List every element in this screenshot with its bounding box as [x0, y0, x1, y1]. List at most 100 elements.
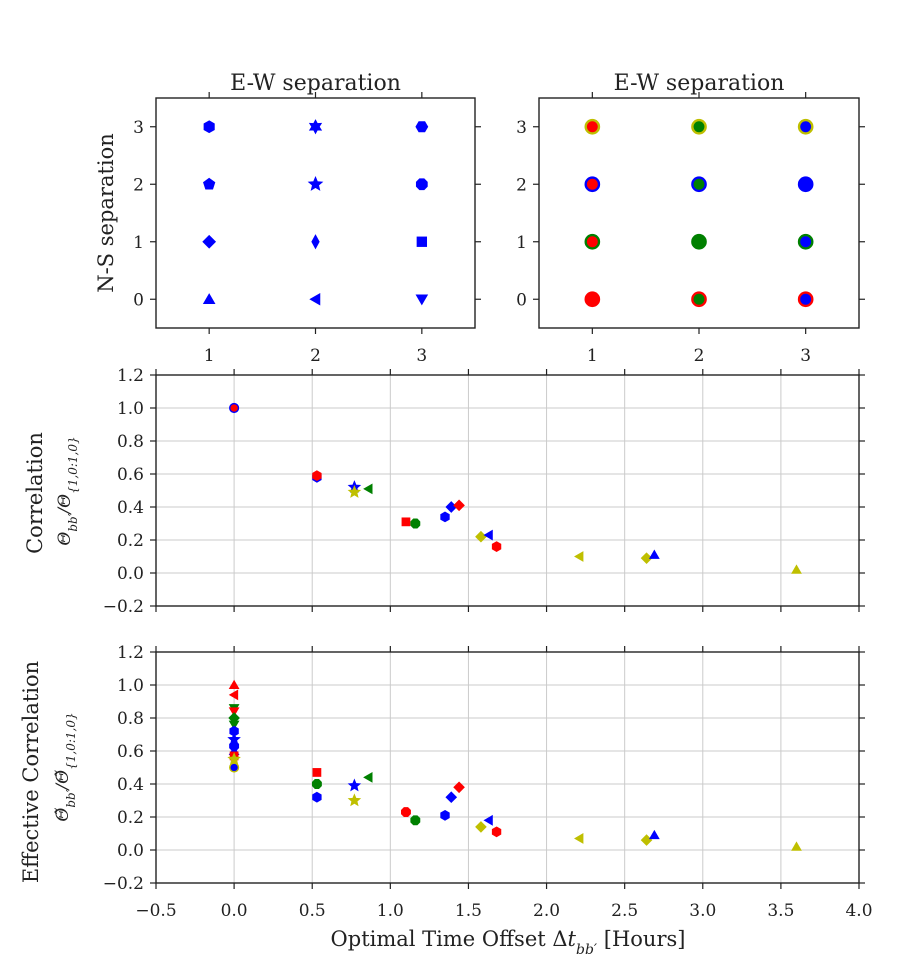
data-point — [483, 814, 493, 826]
data-point — [363, 772, 373, 783]
y-axis-label: Effective Correlation — [19, 661, 43, 883]
data-point — [347, 485, 362, 498]
y-tick-label: 1.0 — [117, 676, 144, 696]
data-point — [308, 119, 323, 135]
x-tick-label: 3.5 — [767, 901, 794, 921]
data-point — [410, 518, 421, 529]
x-tick-label: 1.5 — [455, 901, 482, 921]
x-tick-label: −0.5 — [135, 901, 176, 921]
y-tick-label: 0 — [516, 290, 527, 310]
data-point — [415, 178, 428, 191]
data-point — [440, 809, 450, 821]
data-point-inner — [586, 121, 598, 133]
data-point-inner — [800, 178, 812, 190]
data-point — [445, 791, 458, 804]
data-point — [311, 779, 322, 789]
data-point — [363, 483, 373, 495]
y-axis-label: N-S separation — [94, 133, 118, 293]
data-point-inner — [800, 121, 812, 133]
y-tick-label: 2 — [133, 175, 144, 195]
plot-frame — [155, 374, 860, 607]
data-point — [202, 234, 217, 249]
y-tick-label: 0.4 — [117, 775, 144, 795]
data-point — [347, 793, 362, 807]
data-point-inner — [693, 121, 705, 133]
x-tick-label: 3.0 — [689, 901, 716, 921]
y-tick-label: 1 — [516, 233, 527, 253]
y-tick-label: −0.2 — [103, 874, 144, 894]
panel-color-layout: 1 2 3 0 1 2 3 E-W separation — [516, 71, 865, 366]
data-point — [453, 781, 465, 794]
data-point — [228, 720, 240, 730]
x-tick-label: 0.0 — [221, 901, 248, 921]
y-tick-label: 0.6 — [117, 742, 144, 762]
plot-frame — [155, 651, 860, 884]
data-point — [791, 564, 802, 574]
y-tick-label: 3 — [133, 118, 144, 138]
data-point — [483, 529, 493, 541]
data-point — [416, 236, 428, 247]
data-point — [229, 762, 240, 773]
data-point — [203, 177, 216, 190]
data-point-inner — [693, 178, 705, 190]
x-tick-label: 3 — [800, 346, 811, 366]
plot-frame — [538, 97, 860, 329]
y-tick-label: 0.8 — [117, 432, 144, 452]
data-point — [648, 829, 660, 840]
data-point-inner — [586, 178, 598, 190]
data-point-inner — [693, 236, 705, 248]
x-tick-label: 0.5 — [299, 901, 326, 921]
data-point — [491, 541, 502, 553]
x-tick-label: 2.5 — [611, 901, 638, 921]
data-point — [229, 402, 240, 414]
panel-marker-layout: 1 2 3 0 1 2 3 E-W separation N-S separation — [94, 71, 481, 366]
data-point — [312, 791, 322, 803]
y-tick-label: 0.2 — [117, 531, 144, 551]
data-point — [311, 234, 320, 250]
x-tick-label: 1 — [204, 346, 215, 366]
data-point — [410, 815, 421, 826]
data-point — [574, 833, 584, 844]
y-tick-label: 0 — [133, 290, 144, 310]
data-point — [312, 768, 322, 777]
y-tick-label: 2 — [516, 175, 527, 195]
y-tick-label: 1.0 — [117, 399, 144, 419]
data-point — [228, 707, 240, 717]
data-point — [347, 778, 362, 792]
data-point-inner — [800, 236, 812, 248]
panel-title: E-W separation — [230, 71, 401, 96]
x-tick-label: 2 — [694, 346, 705, 366]
y-tick-label: 0.6 — [117, 465, 144, 485]
data-point — [415, 294, 429, 306]
data-point — [453, 499, 465, 512]
data-point — [203, 120, 215, 134]
x-tick-label: 3 — [416, 346, 427, 366]
y-axis-formula: Θbb′/Θ{1,0:1,0} — [55, 436, 80, 545]
plot-frame — [155, 97, 476, 329]
data-point-inner — [800, 293, 812, 305]
data-point — [491, 826, 502, 838]
x-tick-label: 4.0 — [845, 901, 872, 921]
data-point-inner — [586, 236, 598, 248]
data-point — [401, 517, 411, 527]
data-point — [401, 807, 411, 817]
data-point — [640, 552, 653, 564]
y-tick-label: 1.2 — [117, 366, 144, 386]
y-tick-label: 0.4 — [117, 498, 144, 518]
x-tick-label: 2.0 — [533, 901, 560, 921]
x-tick-label: 2 — [310, 346, 321, 366]
x-tick-label: 1.0 — [377, 901, 404, 921]
data-point — [415, 121, 429, 133]
panel-correlation: −0.2 0.0 0.2 0.4 0.6 0.8 1.0 1.2 Correlation Θb… — [23, 366, 865, 617]
data-point — [307, 175, 324, 191]
y-tick-label: 3 — [516, 118, 527, 138]
data-point — [440, 511, 450, 523]
y-axis-formula: Θ̃bb′/Θ̃{1,0:1,0} — [53, 712, 78, 821]
y-axis-label: Correlation — [23, 432, 47, 554]
y-tick-label: 0.0 — [117, 564, 144, 584]
data-point — [309, 292, 321, 306]
data-point — [228, 679, 240, 690]
data-point — [312, 470, 322, 482]
data-point-inner — [693, 293, 705, 305]
